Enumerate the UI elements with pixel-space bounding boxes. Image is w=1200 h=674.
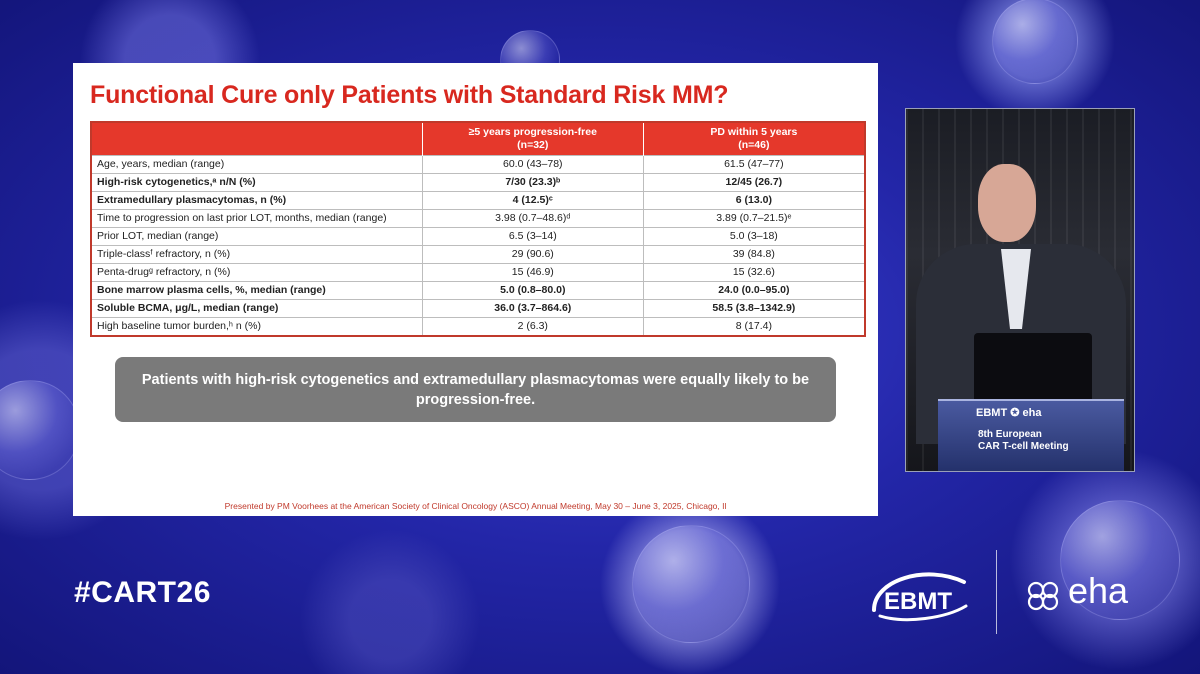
table-header-pd-within-5y: PD within 5 years (n=46) <box>642 123 864 156</box>
podium-line: CAR T-cell Meeting <box>978 441 1069 452</box>
table-row: Penta-drugᵍ refractory, n (%) 15 (46.9) 15… <box>92 263 864 282</box>
header-count: (n=32) <box>517 139 549 151</box>
cell-progression-free: 4 (12.5)ᶜ <box>421 191 644 210</box>
cell-progression-free: 36.0 (3.7–864.6) <box>421 299 644 318</box>
table-row: Time to progression on last prior LOT, m… <box>92 209 864 228</box>
cell-pd-within-5y: 24.0 (0.0–95.0) <box>642 281 864 300</box>
cell-progression-free: 60.0 (43–78) <box>421 155 644 174</box>
row-label: Prior LOT, median (range) <box>92 227 423 246</box>
header-count: (n=46) <box>738 139 770 151</box>
cell-pd-within-5y: 8 (17.4) <box>642 317 864 335</box>
background-cell <box>632 525 750 643</box>
event-hashtag: #CART26 <box>74 576 211 609</box>
cell-pd-within-5y: 3.89 (0.7–21.5)ᵉ <box>642 209 864 228</box>
table-row: Age, years, median (range) 60.0 (43–78) 61… <box>92 155 864 174</box>
row-label: High-risk cytogenetics,ᵃ n/N (%) <box>92 173 423 192</box>
table-row: Extramedullary plasmacytomas, n (%) 4 (12… <box>92 191 864 210</box>
cell-progression-free: 2 (6.3) <box>421 317 644 335</box>
table-row: Prior LOT, median (range) 6.5 (3–14) 5.0 (… <box>92 227 864 246</box>
table-header-blank <box>92 123 423 156</box>
background-cell <box>1060 500 1180 620</box>
background-cell <box>0 380 80 480</box>
ebmt-wordmark: EBMT <box>884 588 952 615</box>
cell-pd-within-5y: 12/45 (26.7) <box>642 173 864 192</box>
eha-wordmark: eha <box>1068 570 1129 611</box>
cell-progression-free: 29 (90.6) <box>421 245 644 264</box>
cell-pd-within-5y: 6 (13.0) <box>642 191 864 210</box>
header-label: ≥5 years progression-free <box>468 126 597 138</box>
header-label: PD within 5 years <box>710 126 798 138</box>
cell-progression-free: 7/30 (23.3)ᵇ <box>421 173 644 192</box>
table-row: Triple-classᶠ refractory, n (%) 29 (90.6)… <box>92 245 864 264</box>
table-header-progression-free: ≥5 years progression-free (n=32) <box>421 123 644 156</box>
laptop <box>974 333 1092 403</box>
row-label: Time to progression on last prior LOT, m… <box>92 209 423 228</box>
characteristics-table: ≥5 years progression-free (n=32) PD with… <box>90 121 866 337</box>
speaker-head <box>978 164 1036 242</box>
row-label: Penta-drugᵍ refractory, n (%) <box>92 263 423 282</box>
podium-logos: EBMT ✪ eha <box>976 407 1042 419</box>
podium-line: 8th European <box>978 429 1042 440</box>
row-label: Bone marrow plasma cells, %, median (ran… <box>92 281 423 300</box>
row-label: High baseline tumor burden,ʰ n (%) <box>92 317 423 335</box>
ebmt-logo: EBMT <box>872 572 968 622</box>
cell-progression-free: 6.5 (3–14) <box>421 227 644 246</box>
eha-knot-icon <box>1027 581 1059 611</box>
presentation-slide: Functional Cure only Patients with Stand… <box>73 63 878 516</box>
cell-pd-within-5y: 61.5 (47–77) <box>642 155 864 174</box>
speaker-video-feed: EBMT ✪ eha 8th European CAR T-cell Meeti… <box>905 108 1135 472</box>
podium-meeting-name: 8th European CAR T-cell Meeting <box>978 429 1069 453</box>
table-row: High-risk cytogenetics,ᵃ n/N (%) 7/30 (23… <box>92 173 864 192</box>
podium: EBMT ✪ eha 8th European CAR T-cell Meeti… <box>938 399 1124 471</box>
table-row: High baseline tumor burden,ʰ n (%) 2 (6.3… <box>92 317 864 335</box>
row-label: Triple-classᶠ refractory, n (%) <box>92 245 423 264</box>
cell-progression-free: 3.98 (0.7–48.6)ᵈ <box>421 209 644 228</box>
cell-pd-within-5y: 58.5 (3.8–1342.9) <box>642 299 864 318</box>
cell-progression-free: 15 (46.9) <box>421 263 644 282</box>
cell-pd-within-5y: 5.0 (3–18) <box>642 227 864 246</box>
row-label: Extramedullary plasmacytomas, n (%) <box>92 191 423 210</box>
row-label: Soluble BCMA, μg/L, median (range) <box>92 299 423 318</box>
cell-pd-within-5y: 15 (32.6) <box>642 263 864 282</box>
table-row: Bone marrow plasma cells, %, median (ran… <box>92 281 864 300</box>
slide-footnote: Presented by PM Voorhees at the American… <box>224 501 727 511</box>
logo-divider <box>996 550 997 634</box>
row-label: Age, years, median (range) <box>92 155 423 174</box>
key-takeaway-callout: Patients with high-risk cytogenetics and… <box>115 357 836 422</box>
slide-title: Functional Cure only Patients with Stand… <box>90 81 729 109</box>
table-header-row: ≥5 years progression-free (n=32) PD with… <box>92 123 864 156</box>
cell-progression-free: 5.0 (0.8–80.0) <box>421 281 644 300</box>
table-row: Soluble BCMA, μg/L, median (range) 36.0 (… <box>92 299 864 318</box>
cell-pd-within-5y: 39 (84.8) <box>642 245 864 264</box>
background-cell <box>992 0 1078 84</box>
